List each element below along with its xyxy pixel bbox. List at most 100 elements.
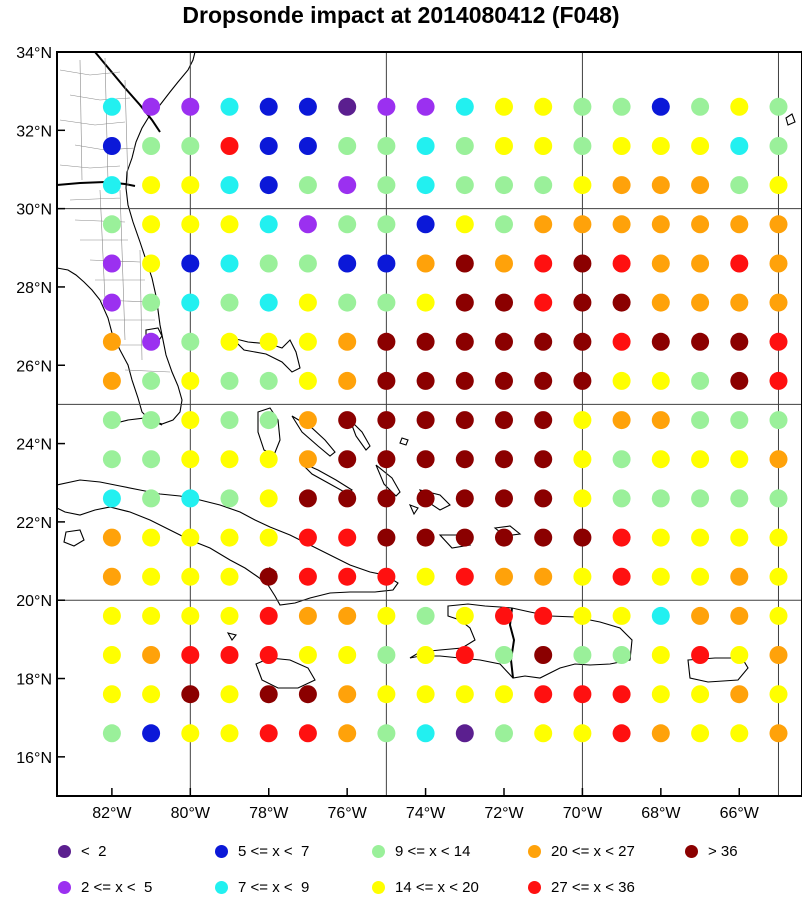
- impact-dot: [220, 97, 239, 116]
- impact-dot: [181, 567, 200, 586]
- impact-dot: [769, 176, 788, 195]
- impact-dot: [377, 528, 396, 547]
- impact-dot: [495, 724, 513, 743]
- impact-dot: [259, 137, 278, 155]
- impact-dot: [259, 646, 278, 664]
- impact-dot: [691, 646, 710, 664]
- impact-dot: [651, 411, 670, 430]
- impact-dot: [377, 567, 396, 586]
- impact-dot: [416, 489, 435, 508]
- impact-dot: [142, 606, 161, 625]
- impact-dot: [102, 176, 121, 195]
- impact-dot: [730, 176, 749, 195]
- impact-dot: [651, 137, 670, 155]
- impact-dot: [181, 215, 200, 234]
- impact-dot: [416, 724, 435, 743]
- lon-tick-label: 70°W: [563, 805, 603, 822]
- lon-tick-label: 72°W: [484, 805, 524, 822]
- impact-dot: [298, 176, 317, 195]
- legend-label: < 2: [81, 842, 107, 860]
- impact-dot: [220, 606, 239, 625]
- impact-dot: [338, 646, 357, 664]
- impact-dot: [573, 685, 592, 704]
- impact-dot: [612, 685, 631, 704]
- impact-dot: [181, 450, 200, 469]
- impact-dot: [534, 176, 553, 195]
- lat-tick-label: 26°N: [16, 358, 52, 375]
- impact-dot: [220, 411, 239, 430]
- impact-dot: [220, 528, 239, 547]
- legend-item: 27 <= x < 36: [528, 877, 635, 897]
- impact-dot: [142, 97, 161, 116]
- impact-dot: [769, 215, 788, 234]
- impact-dot: [377, 254, 396, 273]
- impact-dot: [181, 724, 200, 743]
- impact-dot: [455, 97, 474, 116]
- lat-tick-label: 24°N: [16, 437, 52, 454]
- impact-dot: [142, 567, 161, 586]
- impact-dot: [769, 567, 788, 586]
- impact-dot: [651, 371, 670, 390]
- impact-dot: [416, 646, 435, 664]
- legend-label: 27 <= x < 36: [551, 878, 635, 896]
- impact-dot: [612, 215, 631, 234]
- legend-swatch-icon: [372, 880, 385, 894]
- impact-dot: [298, 137, 317, 155]
- impact-dot: [416, 685, 435, 704]
- impact-dot: [377, 97, 396, 116]
- impact-dot: [416, 567, 435, 586]
- impact-dot: [730, 685, 749, 704]
- impact-dot: [102, 724, 121, 743]
- impact-dot: [573, 528, 592, 547]
- lon-tick-label: 80°W: [171, 805, 211, 822]
- impact-dot: [769, 685, 788, 704]
- impact-dot: [102, 567, 121, 586]
- impact-dot: [573, 176, 592, 195]
- impact-dot: [573, 293, 592, 312]
- impact-dot: [142, 215, 161, 234]
- impact-dot: [102, 411, 121, 430]
- impact-dot: [377, 450, 396, 469]
- impact-dot: [534, 97, 553, 116]
- legend-swatch-icon: [58, 880, 71, 894]
- impact-dot: [730, 450, 749, 469]
- impact-dot: [495, 137, 513, 155]
- impact-dot: [102, 332, 121, 351]
- impact-dot: [730, 371, 749, 390]
- impact-dot: [416, 176, 435, 195]
- lon-tick-label: 74°W: [406, 805, 446, 822]
- impact-dot: [102, 254, 121, 273]
- impact-dot: [495, 567, 513, 586]
- lat-tick-label: 28°N: [16, 280, 52, 297]
- legend-item: > 36: [685, 841, 738, 861]
- impact-dot: [102, 137, 121, 155]
- impact-dot: [455, 567, 474, 586]
- impact-dot: [455, 332, 474, 351]
- impact-dot: [338, 215, 357, 234]
- impact-dot: [651, 489, 670, 508]
- impact-dot: [259, 606, 278, 625]
- impact-dot: [612, 371, 631, 390]
- impact-dot: [338, 567, 357, 586]
- impact-dot: [102, 489, 121, 508]
- impact-dot: [769, 528, 788, 547]
- impact-dot: [612, 411, 631, 430]
- impact-dot: [181, 137, 200, 155]
- impact-dot: [220, 685, 239, 704]
- impact-dot: [298, 646, 317, 664]
- impact-dot: [534, 137, 553, 155]
- legend-item: 7 <= x < 9: [215, 877, 309, 897]
- legend: < 2 5 <= x < 7 9 <= x < 14 20 <= x < 27 > 36…: [0, 830, 802, 900]
- impact-dot: [142, 254, 161, 273]
- axis-ticks: 34°N 32°N 30°N 28°N 26°N 24°N 22°N 20°N 18°N 16°N…: [16, 45, 760, 822]
- impact-dot: [142, 176, 161, 195]
- impact-dot: [455, 371, 474, 390]
- impact-dot: [612, 332, 631, 351]
- impact-dot: [495, 685, 513, 704]
- impact-dot: [338, 450, 357, 469]
- impact-dot: [769, 411, 788, 430]
- bahamas-small-1: [399, 437, 409, 446]
- impact-dot: [377, 332, 396, 351]
- impact-dot: [730, 411, 749, 430]
- impact-dot: [377, 215, 396, 234]
